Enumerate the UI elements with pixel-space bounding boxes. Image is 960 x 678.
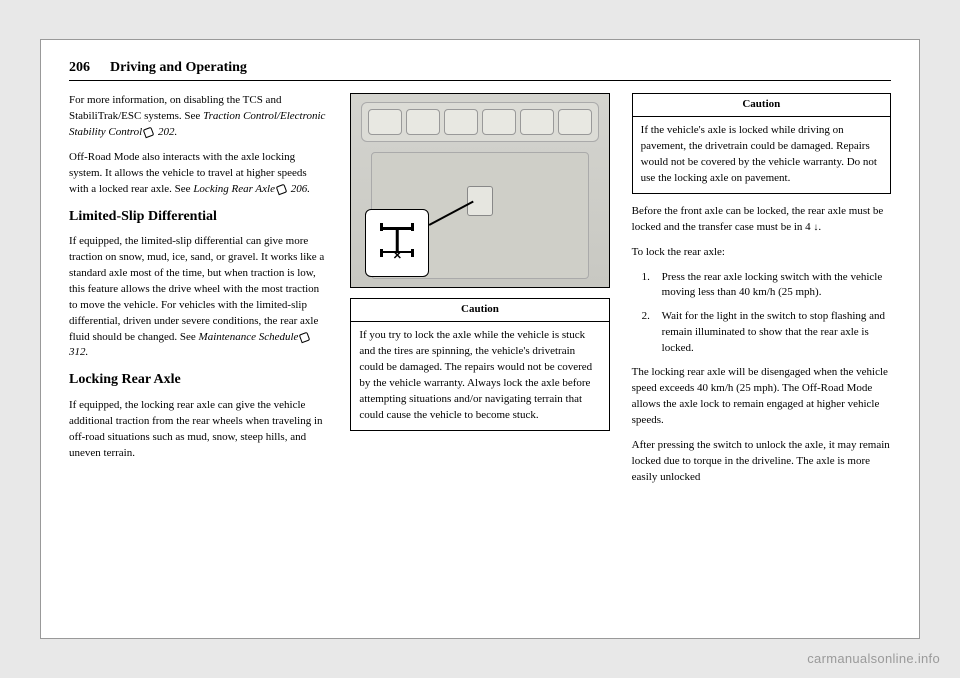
link-icon: [276, 183, 288, 195]
heading-locking-rear-axle: Locking Rear Axle: [69, 370, 328, 390]
column-2: ✕ Caution If you try to lock the axle wh…: [350, 93, 609, 623]
page-header: 206 Driving and Operating: [69, 58, 891, 81]
section-title: Driving and Operating: [110, 60, 247, 75]
xref-link: Locking Rear Axle: [193, 183, 275, 195]
watermark-text: carmanualsonline.info: [807, 651, 940, 666]
heading-limited-slip: Limited-Slip Differential: [69, 207, 328, 227]
xref-link: Maintenance Schedule: [199, 331, 299, 343]
link-icon: [143, 127, 155, 139]
paragraph: If equipped, the locking rear axle can g…: [69, 398, 328, 462]
paragraph: For more information, on disabling the T…: [69, 93, 328, 141]
manual-page: 206 Driving and Operating For more infor…: [40, 39, 920, 639]
dash-button: [444, 109, 478, 135]
dash-button: [520, 109, 554, 135]
caution-body: If you try to lock the axle while the ve…: [351, 322, 608, 430]
list-text: Wait for the light in the switch to stop…: [662, 309, 891, 357]
dashboard-illustration: ✕: [350, 93, 609, 288]
list-text: Press the rear axle locking switch with …: [662, 270, 891, 302]
paragraph: The locking rear axle will be disengaged…: [632, 365, 891, 429]
dash-button: [482, 109, 516, 135]
caution-title: Caution: [633, 94, 890, 117]
caution-box: Caution If the vehicle's axle is locked …: [632, 93, 891, 194]
paragraph: Off-Road Mode also interacts with the ax…: [69, 150, 328, 198]
dash-controls-row: [361, 102, 598, 142]
caution-title: Caution: [351, 299, 608, 322]
paragraph: Before the front axle can be locked, the…: [632, 204, 891, 236]
list-item: 2. Wait for the light in the switch to s…: [632, 309, 891, 357]
content-columns: For more information, on disabling the T…: [69, 93, 891, 623]
link-icon: [299, 331, 311, 343]
column-1: For more information, on disabling the T…: [69, 93, 328, 623]
axle-lock-icon: ✕: [378, 221, 416, 265]
paragraph: To lock the rear axle:: [632, 245, 891, 261]
dash-button: [368, 109, 402, 135]
list-item: 1. Press the rear axle locking switch wi…: [632, 270, 891, 302]
axle-icon-callout: ✕: [365, 209, 429, 277]
dash-button: [406, 109, 440, 135]
list-number: 2.: [642, 309, 654, 357]
paragraph: After pressing the switch to unlock the …: [632, 438, 891, 486]
list-number: 1.: [642, 270, 654, 302]
dash-button: [558, 109, 592, 135]
caution-body: If the vehicle's axle is locked while dr…: [633, 117, 890, 193]
caution-box: Caution If you try to lock the axle whil…: [350, 298, 609, 431]
column-3: Caution If the vehicle's axle is locked …: [632, 93, 891, 623]
paragraph: If equipped, the limited-slip differenti…: [69, 234, 328, 362]
page-number: 206: [69, 60, 90, 75]
